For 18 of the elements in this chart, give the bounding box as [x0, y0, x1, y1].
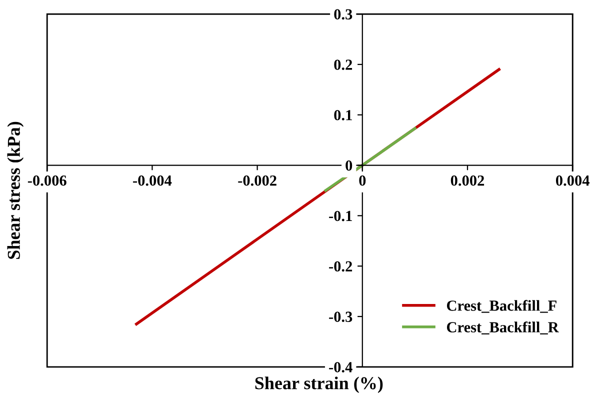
y-tick-label: 0.1: [334, 110, 352, 120]
y-axis-title: Shear stress (kPa): [7, 122, 24, 259]
y-tick-label: -0.2: [329, 261, 352, 272]
x-tick-label: 0: [359, 175, 366, 186]
y-tick-label: -0.4: [329, 362, 352, 372]
x-tick-label: 0.004: [556, 175, 590, 186]
x-tick-label: 0.002: [450, 175, 484, 186]
y-tick-label: 0: [346, 160, 352, 171]
legend-label: Crest_Backfill_R: [446, 322, 559, 334]
legend-label: Crest_Backfill_F: [446, 300, 556, 313]
x-tick-label: -0.006: [28, 175, 66, 186]
x-tick-label: -0.004: [133, 175, 172, 186]
y-tick-label: -0.1: [329, 210, 352, 222]
x-axis-title: Shear strain (%): [255, 376, 383, 393]
y-tick-label: 0.3: [334, 9, 352, 20]
x-tick-label: -0.002: [238, 175, 276, 186]
y-tick-label: 0.2: [334, 60, 352, 70]
y-tick-label: -0.3: [329, 312, 352, 322]
